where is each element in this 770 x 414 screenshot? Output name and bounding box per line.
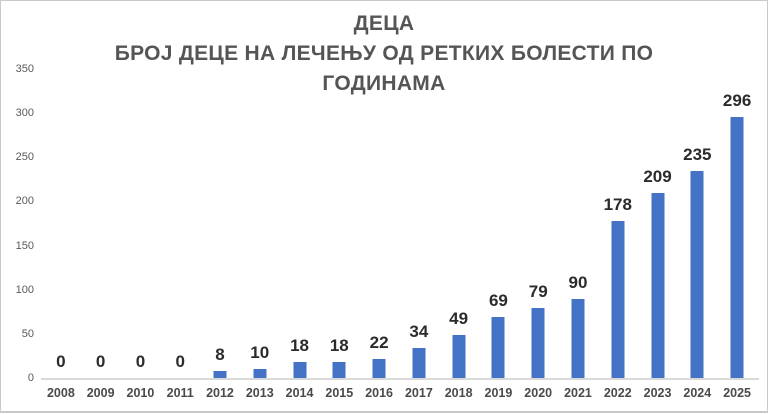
x-tick-label: 2018 [444, 386, 473, 400]
y-tick-label: 350 [15, 63, 34, 75]
x-axis-line [41, 378, 759, 380]
bar-column: 18 [280, 69, 320, 378]
bar-value-label: 18 [290, 336, 309, 356]
x-tick-label: 2016 [365, 386, 393, 400]
bar-column: 69 [479, 69, 519, 378]
y-tick-label: 50 [21, 327, 34, 340]
bar-value-label: 8 [215, 344, 225, 364]
bar [452, 334, 466, 378]
plot-area: 0 0 0 0 8 10 18 18 22 34 49 69 79 90 178 209 235 296 [41, 69, 757, 378]
bar-value-label: 296 [722, 90, 752, 110]
x-tick-label: 2022 [603, 386, 632, 400]
bar [372, 358, 386, 378]
bar-value-label: 209 [643, 167, 672, 187]
bar-column: 8 [200, 69, 240, 378]
bar [491, 317, 505, 378]
bar [213, 370, 227, 378]
bar-column: 0 [81, 69, 121, 378]
bar-column: 0 [121, 69, 161, 378]
x-tick-label: 2021 [564, 386, 592, 400]
y-tick-label: 100 [15, 283, 34, 296]
bar [531, 308, 545, 378]
bar-column: 235 [677, 69, 717, 378]
y-tick-label: 250 [15, 151, 34, 164]
bar [412, 347, 426, 378]
x-tick-label: 2020 [524, 386, 553, 400]
x-axis: 2008 2009 2010 2011 2012 2013 2014 2015 2016 2017… [41, 386, 757, 404]
bar-column: 34 [399, 69, 439, 378]
bar-value-label: 178 [603, 194, 632, 214]
x-tick-label: 2017 [404, 386, 433, 400]
bar-value-label: 18 [329, 336, 349, 356]
bar-column: 178 [598, 69, 638, 378]
bar [571, 298, 585, 378]
bar-column: 209 [638, 69, 678, 378]
bar-value-label: 235 [683, 144, 712, 164]
x-tick-label: 2014 [285, 386, 314, 400]
bar-column: 22 [359, 69, 399, 378]
bar-value-label: 90 [568, 272, 588, 292]
bar-value-label: 69 [488, 291, 508, 311]
x-tick-label: 2010 [126, 386, 155, 400]
bar-column: 49 [439, 69, 479, 378]
bar-column: 296 [717, 69, 757, 378]
bar-value-label: 34 [409, 321, 429, 341]
bar [332, 362, 346, 378]
y-tick-label: 300 [15, 107, 34, 120]
bar [611, 220, 625, 378]
x-tick-label: 2008 [46, 386, 75, 400]
bar-value-label: 0 [175, 352, 185, 371]
bar-column: 18 [319, 69, 359, 378]
bar-column: 0 [160, 69, 200, 378]
x-tick-label: 2023 [643, 386, 672, 400]
x-tick-label: 2009 [86, 386, 115, 400]
y-tick-label: 150 [15, 239, 34, 252]
x-tick-label: 2025 [723, 386, 751, 400]
bar-value-label: 10 [250, 343, 270, 363]
bar-value-label: 22 [369, 332, 389, 352]
chart-title-line: ДЕЦА [353, 12, 415, 35]
bar-value-label: 79 [528, 282, 548, 302]
bar-column: 10 [240, 69, 280, 378]
bar-value-label: 0 [56, 352, 66, 371]
chart-title-line: БРОЈ ДЕЦЕ НА ЛЕЧЕЊУ ОД РЕТКИХ БОЛЕСТИ ПО [114, 42, 654, 65]
bar [730, 116, 744, 378]
x-tick-label: 2019 [484, 386, 513, 400]
bar [293, 362, 307, 378]
bar [690, 170, 704, 378]
x-tick-label: 2011 [166, 386, 194, 400]
y-axis: 0 50 100 150 200 250 300 350 [1, 1, 37, 411]
x-tick-label: 2024 [683, 386, 712, 400]
bar [651, 193, 665, 378]
bar-column: 79 [518, 69, 558, 378]
bar-value-label: 49 [449, 308, 469, 328]
bar [253, 369, 267, 378]
bar-column: 0 [41, 69, 81, 378]
bar-value-label: 0 [135, 352, 146, 371]
x-tick-label: 2012 [206, 386, 234, 400]
bar-column: 90 [558, 69, 598, 378]
x-tick-label: 2013 [245, 386, 274, 400]
bar-value-label: 0 [95, 352, 106, 371]
y-tick-label: 200 [15, 195, 34, 208]
y-tick-label: 0 [27, 372, 34, 384]
x-tick-label: 2015 [325, 386, 354, 400]
